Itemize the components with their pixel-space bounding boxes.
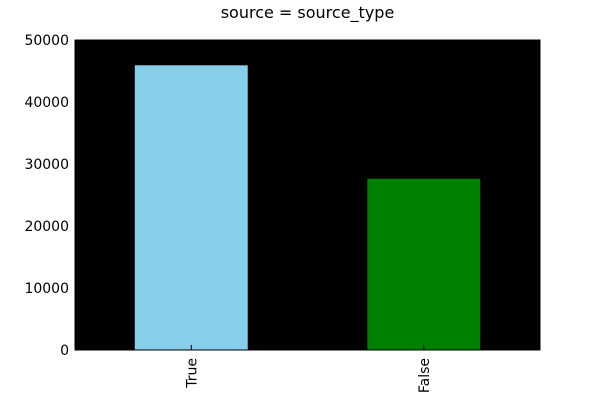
y-tick-label: 50000 xyxy=(24,33,69,49)
chart-title: source = source_type xyxy=(221,3,395,23)
x-tick-label: True xyxy=(184,358,200,389)
y-axis-ticks: 0 10000 20000 30000 40000 50000 xyxy=(24,33,540,359)
x-axis-ticks: True False xyxy=(184,345,433,393)
plot-area xyxy=(74,39,541,351)
bar-false xyxy=(366,177,482,351)
plot-frame xyxy=(74,39,541,351)
x-tick-label: False xyxy=(417,358,433,393)
y-tick-label: 10000 xyxy=(24,281,69,297)
y-tick-label: 20000 xyxy=(24,219,69,235)
y-tick-label: 40000 xyxy=(24,95,69,111)
y-tick-label: 0 xyxy=(60,343,69,359)
y-tick-label: 30000 xyxy=(24,157,69,173)
bar-true xyxy=(133,64,249,351)
